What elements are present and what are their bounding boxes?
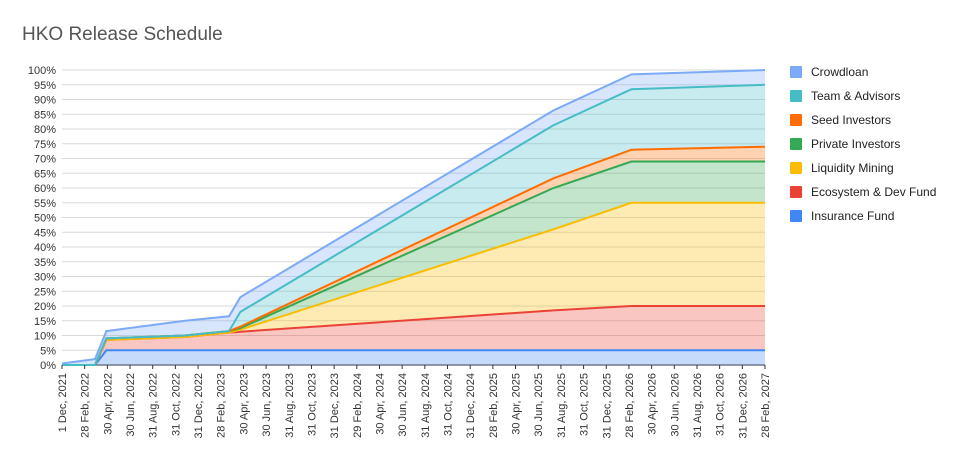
x-tick-label: 31 Dec, 2025 — [601, 373, 613, 438]
legend-label: Private Investors — [811, 137, 901, 151]
legend-item: Liquidity Mining — [790, 156, 936, 180]
x-tick-label: 31 Aug, 2023 — [284, 373, 296, 438]
chart-lines — [61, 69, 766, 366]
legend-item: Insurance Fund — [790, 204, 936, 228]
y-tick-label: 55% — [34, 198, 56, 210]
y-tick-label: 50% — [34, 213, 56, 225]
x-tick-label: 30 Jun, 2023 — [261, 373, 273, 437]
legend-item: Private Investors — [790, 132, 936, 156]
x-tick-label: 30 Jun, 2025 — [533, 373, 545, 437]
y-tick-label: 10% — [34, 331, 56, 343]
y-tick-label: 20% — [34, 301, 56, 313]
x-tick-label: 30 Apr, 2022 — [102, 373, 114, 435]
y-tick-label: 60% — [34, 183, 56, 195]
line-crowdloan — [61, 69, 766, 365]
legend-item: Crowdloan — [790, 60, 936, 84]
y-tick-label: 15% — [34, 316, 56, 328]
y-tick-label: 35% — [34, 257, 56, 269]
y-tick-label: 70% — [34, 154, 56, 166]
grid-lines — [62, 69, 765, 366]
y-tick-label: 75% — [34, 139, 56, 151]
legend-swatch — [790, 138, 802, 150]
y-axis-ticks: 0% 5% 10% 15% 20% 25% 30% 35% 40% 45% 50% 55% 60% 65%… — [28, 65, 56, 372]
area-team-advisors — [62, 84, 765, 366]
x-axis-ticks: 1 Dec, 2021 28 Feb, 2022 30 Apr, 2022 30 Ju… — [57, 365, 772, 438]
y-tick-label: 40% — [34, 242, 56, 254]
legend-item: Team & Advisors — [790, 84, 936, 108]
x-tick-label: 29 Feb, 2024 — [352, 373, 364, 438]
y-tick-label: 90% — [34, 95, 56, 107]
y-tick-label: 65% — [34, 168, 56, 180]
x-tick-label: 31 Oct, 2024 — [443, 373, 455, 436]
x-tick-label: 28 Feb, 2023 — [216, 373, 228, 438]
y-tick-label: 85% — [34, 109, 56, 121]
y-tick-label: 5% — [40, 345, 56, 357]
x-tick-label: 30 Apr, 2025 — [511, 373, 523, 435]
area-liquidity-mining — [62, 202, 765, 365]
y-tick-label: 80% — [34, 124, 56, 136]
legend-label: Team & Advisors — [811, 89, 901, 103]
legend-label: Ecosystem & Dev Fund — [811, 185, 937, 199]
x-tick-label: 28 Feb, 2022 — [80, 373, 92, 438]
legend-label: Insurance Fund — [811, 209, 895, 223]
x-tick-label: 31 Oct, 2026 — [715, 373, 727, 436]
x-tick-label: 31 Aug, 2026 — [692, 373, 704, 438]
x-tick-label: 30 Jun, 2022 — [125, 373, 137, 437]
x-tick-label: 1 Dec, 2021 — [57, 373, 69, 432]
legend-swatch — [790, 66, 802, 78]
x-tick-label: 30 Apr, 2024 — [374, 373, 386, 435]
legend-swatch — [790, 114, 802, 126]
legend-swatch — [790, 90, 802, 102]
legend-swatch — [790, 162, 802, 174]
y-tick-label: 25% — [34, 286, 56, 298]
legend-label: Liquidity Mining — [811, 161, 894, 175]
legend-item: Seed Investors — [790, 108, 936, 132]
x-tick-label: 31 Aug, 2025 — [556, 373, 568, 438]
legend-label: Crowdloan — [811, 65, 869, 79]
y-tick-label: 45% — [34, 227, 56, 239]
line-team-advisors — [62, 83, 766, 366]
x-tick-label: 28 Feb, 2025 — [488, 373, 500, 438]
x-tick-label: 31 Dec, 2024 — [465, 373, 477, 438]
area-crowdloan — [62, 70, 765, 365]
x-tick-label: 31 Oct, 2023 — [306, 373, 318, 436]
x-tick-label: 30 Apr, 2023 — [238, 373, 250, 435]
legend-swatch — [790, 186, 802, 198]
area-insurance-fund — [62, 350, 765, 365]
chart-title: HKO Release Schedule — [22, 24, 223, 45]
x-tick-label: 28 Feb, 2027 — [760, 373, 772, 438]
chart-legend: Crowdloan Team & Advisors Seed Investors Pr… — [790, 60, 936, 228]
x-tick-label: 31 Dec, 2023 — [329, 373, 341, 438]
x-tick-label: 30 Jun, 2026 — [669, 373, 681, 437]
y-tick-label: 0% — [40, 360, 56, 372]
legend-swatch — [790, 210, 802, 222]
y-tick-label: 95% — [34, 80, 56, 92]
y-tick-label: 100% — [28, 65, 56, 77]
x-tick-label: 31 Oct, 2025 — [579, 373, 591, 436]
x-tick-label: 31 Dec, 2026 — [737, 373, 749, 438]
x-tick-label: 31 Oct, 2022 — [170, 373, 182, 436]
x-tick-label: 31 Dec, 2022 — [193, 373, 205, 438]
y-tick-label: 30% — [34, 272, 56, 284]
x-tick-label: 31 Aug, 2024 — [420, 373, 432, 438]
area-private-investors — [62, 161, 765, 365]
x-tick-label: 28 Feb, 2026 — [624, 373, 636, 438]
x-tick-label: 31 Aug, 2022 — [148, 373, 160, 438]
legend-item: Ecosystem & Dev Fund — [790, 180, 936, 204]
x-tick-label: 30 Jun, 2024 — [397, 373, 409, 437]
x-tick-label: 30 Apr, 2026 — [647, 373, 659, 435]
chart-areas — [62, 70, 765, 366]
legend-label: Seed Investors — [811, 113, 892, 127]
